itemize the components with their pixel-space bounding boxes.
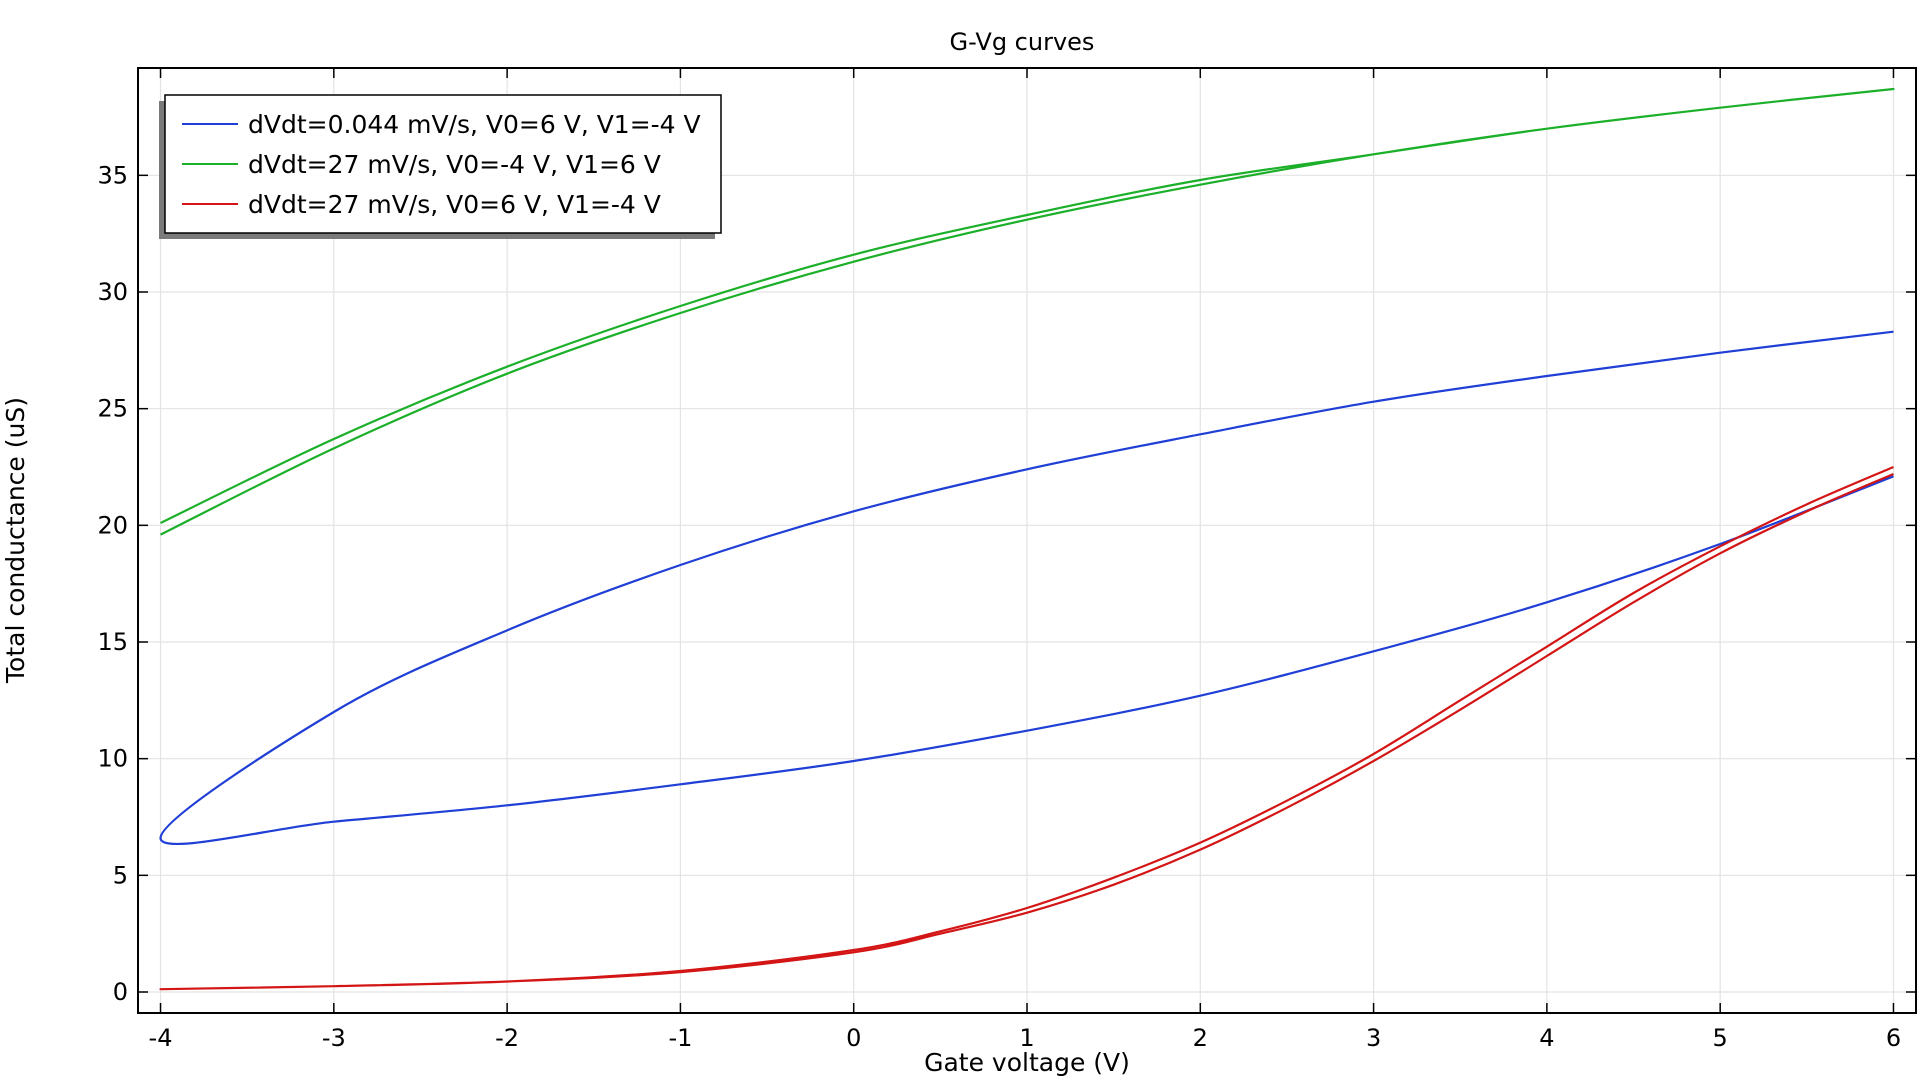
series-group [159, 87, 1895, 991]
legend: dVdt=0.044 mV/s, V0=6 V, V1=-4 V dVdt=27 … [159, 94, 722, 239]
legend-label-1: dVdt=27 mV/s, V0=-4 V, V1=6 V [248, 150, 661, 179]
y-tick-label: 20 [97, 511, 128, 539]
legend-label-2: dVdt=27 mV/s, V0=6 V, V1=-4 V [248, 190, 661, 219]
x-tick-label: 3 [1366, 1024, 1381, 1052]
series-line-0 [159, 330, 1894, 846]
x-tick-label: -2 [495, 1024, 519, 1052]
y-tick-label: 30 [97, 278, 128, 306]
legend-label-0: dVdt=0.044 mV/s, V0=6 V, V1=-4 V [248, 110, 701, 139]
x-tick-label: 6 [1886, 1024, 1901, 1052]
y-tick-label: 10 [97, 745, 128, 773]
y-tick-label: 35 [97, 161, 128, 189]
legend-entries: dVdt=0.044 mV/s, V0=6 V, V1=-4 V dVdt=27 … [182, 110, 701, 219]
legend-box [164, 94, 722, 234]
x-tick-label: -4 [149, 1024, 173, 1052]
y-tick-label: 5 [113, 861, 128, 889]
ticks [138, 68, 1916, 1013]
x-tick-label: 5 [1713, 1024, 1728, 1052]
y-tick-label: 15 [97, 628, 128, 656]
x-tick-label: 2 [1193, 1024, 1208, 1052]
series-line-1 [160, 87, 1895, 536]
x-tick-label: 1 [1019, 1024, 1034, 1052]
x-tick-label: -1 [668, 1024, 692, 1052]
y-tick-label: 25 [97, 395, 128, 423]
chart-title: G-Vg curves [950, 28, 1095, 56]
x-tick-label: 4 [1539, 1024, 1554, 1052]
series-line-2 [159, 465, 1894, 991]
x-tick-label: -3 [322, 1024, 346, 1052]
y-axis-label: Total conductance (uS) [1, 397, 30, 684]
y-tick-label: 0 [113, 978, 128, 1006]
x-tick-label: 0 [846, 1024, 861, 1052]
x-axis-label: Gate voltage (V) [924, 1048, 1130, 1077]
tick-labels: -4 -3 -2 -1 0 1 2 3 4 5 6 0 5 10 15 20 25 30 35 [97, 161, 1901, 1052]
